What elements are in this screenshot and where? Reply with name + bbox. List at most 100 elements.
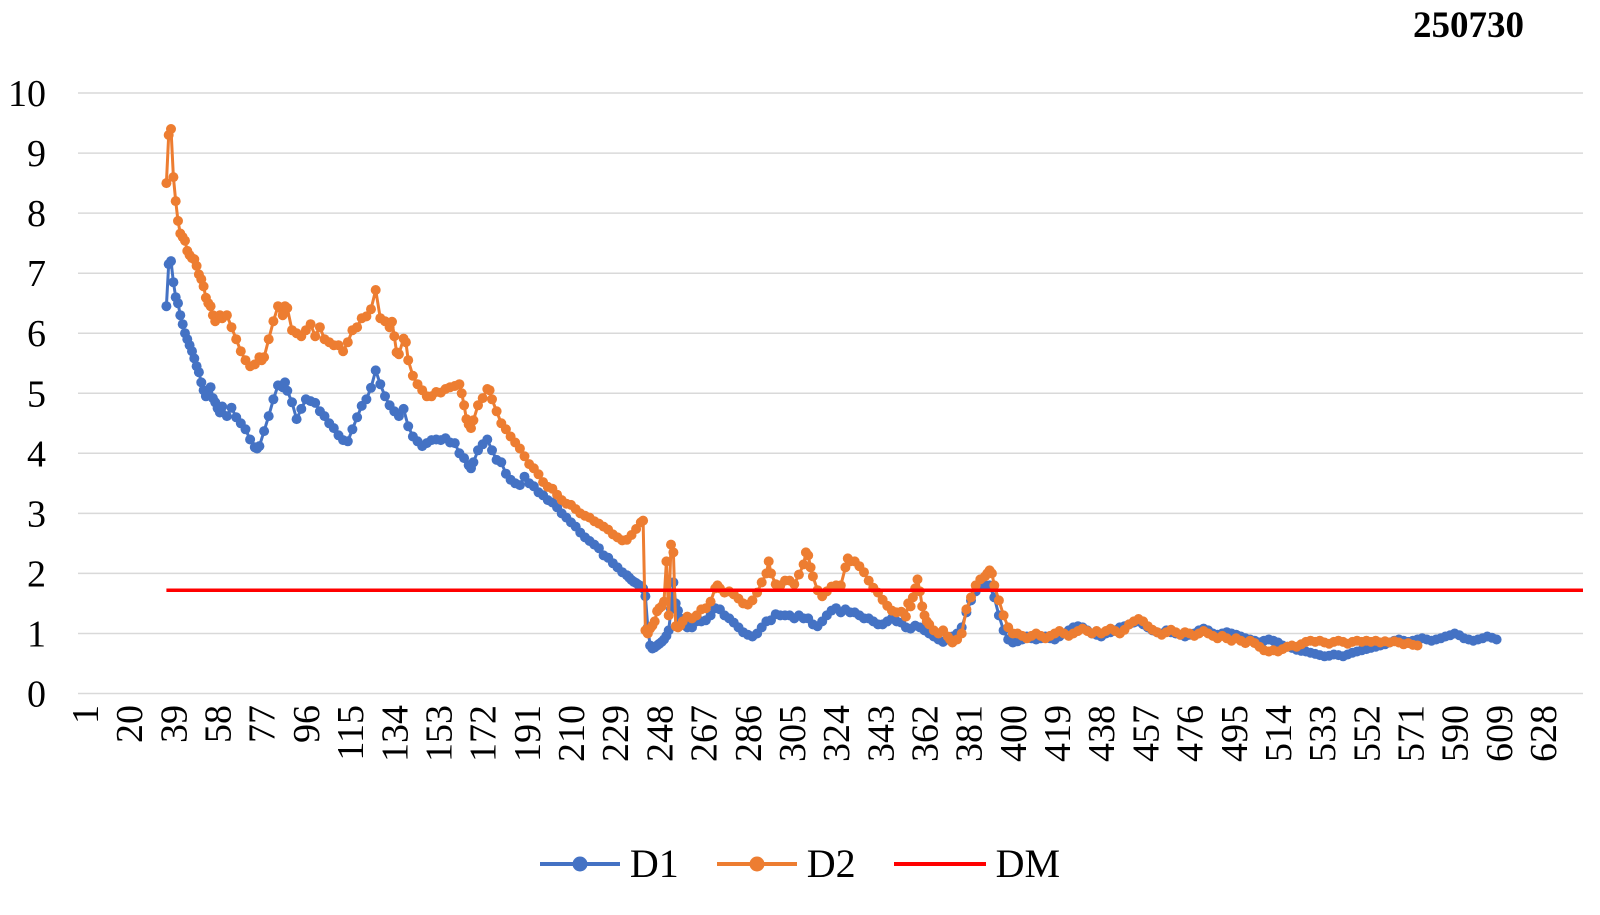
x-axis-tick-label: 267 <box>684 705 726 762</box>
series-d2-marker <box>473 400 483 411</box>
series-d2-marker <box>993 595 1004 606</box>
x-axis-tick-label: 39 <box>153 705 195 743</box>
x-axis-tick-label: 96 <box>286 705 328 743</box>
series-d2-marker <box>661 556 672 567</box>
series-d2-marker <box>338 346 349 357</box>
legend-label-d1: D1 <box>629 841 679 886</box>
series-d2-marker <box>305 319 316 330</box>
series-d2-marker <box>400 337 411 348</box>
series-d1-marker <box>217 401 228 412</box>
series-d1-marker <box>175 310 186 321</box>
series-d2-marker <box>705 596 716 607</box>
series-d2-marker <box>1412 640 1423 651</box>
series-d1-marker <box>1491 634 1502 645</box>
series-d2-marker <box>533 469 544 480</box>
series-d2-marker <box>170 196 181 207</box>
d2-legend-dot <box>749 856 765 872</box>
series-d1-marker <box>393 411 404 422</box>
series-d2-marker <box>917 601 928 612</box>
series-d2-marker <box>389 331 400 342</box>
series-d2-marker <box>198 281 209 292</box>
series-d2-marker <box>403 355 414 366</box>
y-axis-tick-label: 0 <box>27 674 46 716</box>
x-axis-tick-label: 1 <box>65 705 107 724</box>
series-d1-marker <box>296 403 307 414</box>
series-d2-marker <box>859 567 869 578</box>
legend-label-dm: DM <box>995 841 1061 886</box>
y-axis-tick-label: 7 <box>27 253 46 295</box>
series-d1-marker <box>166 256 176 267</box>
chart-legend: D1 D2 DM <box>0 844 1600 884</box>
d2-line-marker-icon <box>716 856 797 872</box>
series-d2-marker <box>314 322 325 333</box>
x-axis-tick-label: 77 <box>242 705 284 743</box>
series-d1-marker <box>319 411 330 422</box>
series-d2-marker <box>231 334 242 345</box>
series-d1-marker <box>287 397 297 408</box>
series-d2-marker <box>221 310 232 321</box>
series-d2-marker <box>459 400 470 411</box>
x-axis-tick-label: 457 <box>1125 705 1167 762</box>
series-d2-marker <box>484 385 495 396</box>
series-d2-marker <box>747 595 758 606</box>
x-axis-tick-label: 533 <box>1302 705 1344 762</box>
series-d2-marker <box>803 550 814 561</box>
series-d2-marker <box>468 415 479 426</box>
x-axis-tick-label: 305 <box>772 705 814 762</box>
series-d1-marker <box>226 402 237 413</box>
series-d2-marker <box>168 172 179 183</box>
series-d2-marker <box>268 316 279 327</box>
series-d2-marker <box>370 285 381 295</box>
series-d1-marker <box>398 403 409 414</box>
series-d2-marker <box>173 215 183 226</box>
y-axis-tick-label: 9 <box>27 133 46 175</box>
series-d2-marker <box>263 334 274 345</box>
series-d2-marker <box>666 539 676 550</box>
d1-legend-dot <box>572 856 588 872</box>
series-d1-marker <box>196 377 207 388</box>
d1-line-marker-icon <box>539 856 620 872</box>
series-d1-marker <box>705 610 716 621</box>
series-d2-marker <box>805 562 816 573</box>
series-d2-marker <box>649 616 660 627</box>
y-axis-tick-label: 5 <box>27 373 46 415</box>
series-d1-marker <box>593 543 604 554</box>
x-axis-tick-label: 571 <box>1391 705 1433 762</box>
series-d1-marker <box>280 377 290 388</box>
series-d2-marker <box>961 604 972 615</box>
y-axis-tick-label: 6 <box>27 313 46 355</box>
series-d1-marker <box>380 391 390 402</box>
series-d1-marker <box>328 423 339 434</box>
y-axis-tick-label: 1 <box>27 614 46 656</box>
series-d1-marker <box>291 414 302 425</box>
series-d2-marker <box>998 610 1009 621</box>
series-d1-marker <box>240 424 251 435</box>
x-axis-tick-label: 58 <box>198 705 240 743</box>
series-d2-marker <box>514 443 525 454</box>
series-d1-marker <box>459 453 470 464</box>
series-d2-marker <box>766 568 776 579</box>
series-d2-marker <box>456 388 467 399</box>
x-axis-tick-label: 248 <box>639 705 681 762</box>
series-d1-marker <box>259 426 270 437</box>
series-d2-marker <box>166 124 176 134</box>
series-d1-marker <box>282 385 293 396</box>
series-d2-marker <box>756 577 767 588</box>
series-d2-marker <box>956 628 967 639</box>
series-d1-marker <box>168 277 179 288</box>
series-d1-marker <box>366 382 376 393</box>
series-d2-marker <box>235 346 246 357</box>
series-d2-marker <box>205 301 216 312</box>
series-d2-marker <box>387 316 397 327</box>
series-d2-marker <box>393 349 404 360</box>
x-axis-tick-label: 419 <box>1037 705 1079 762</box>
legend-item-d2: D2 <box>716 844 856 884</box>
x-axis-tick-label: 438 <box>1081 705 1123 762</box>
dm-line-icon <box>893 862 986 866</box>
series-d2-marker <box>807 571 818 582</box>
y-axis-tick-label: 3 <box>27 493 46 535</box>
series-d2-marker <box>366 304 376 315</box>
series-d2-marker <box>989 580 1000 591</box>
series-d2-marker <box>361 311 372 322</box>
